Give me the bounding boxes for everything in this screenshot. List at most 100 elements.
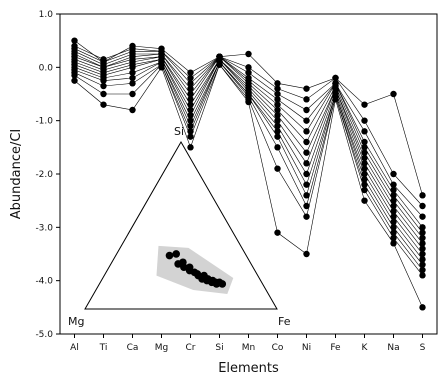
x-tick-label: S bbox=[420, 343, 426, 353]
data-point bbox=[187, 96, 194, 103]
ternary-points bbox=[165, 250, 227, 288]
x-tick-label: Co bbox=[272, 343, 284, 353]
data-point bbox=[100, 77, 107, 84]
data-point bbox=[187, 122, 194, 130]
data-point bbox=[361, 154, 368, 162]
x-tick-label: Si bbox=[215, 343, 223, 353]
data-point bbox=[187, 74, 194, 82]
data-point bbox=[332, 74, 339, 82]
data-point bbox=[216, 61, 223, 68]
y-tick-label: 0.0 bbox=[39, 63, 54, 73]
data-point bbox=[129, 74, 136, 82]
data-point bbox=[274, 80, 281, 87]
data-point bbox=[274, 112, 281, 119]
data-point bbox=[303, 170, 310, 178]
data-point bbox=[390, 90, 397, 98]
data-point bbox=[100, 90, 107, 98]
ternary-vertex-label-mg: Mg bbox=[68, 315, 84, 328]
data-point bbox=[361, 170, 368, 178]
ternary-inset: Si Mg Fe bbox=[68, 125, 291, 328]
data-point bbox=[274, 133, 281, 140]
data-point bbox=[303, 192, 310, 199]
data-point bbox=[303, 149, 310, 156]
x-tick-label: Ni bbox=[302, 343, 311, 353]
data-point bbox=[303, 106, 310, 114]
data-point bbox=[187, 80, 194, 87]
data-point bbox=[274, 90, 281, 98]
data-point bbox=[361, 144, 368, 151]
data-point bbox=[274, 117, 281, 124]
data-point bbox=[274, 96, 281, 103]
x-tick-label: Fe bbox=[330, 343, 341, 353]
data-point bbox=[187, 112, 194, 119]
data-point bbox=[187, 133, 194, 140]
data-point bbox=[390, 170, 397, 178]
data-point bbox=[129, 69, 136, 76]
data-point bbox=[245, 50, 252, 58]
data-point bbox=[390, 192, 397, 199]
x-tick-label: Na bbox=[387, 343, 399, 353]
ternary-point bbox=[180, 263, 188, 272]
data-point bbox=[390, 208, 397, 215]
ternary-vertex-label-fe: Fe bbox=[278, 315, 291, 328]
y-tick-label: -5.0 bbox=[35, 330, 53, 340]
data-point bbox=[71, 77, 78, 84]
data-point bbox=[187, 106, 194, 114]
ternary-vertex-label-si: Si bbox=[174, 125, 184, 138]
ternary-point bbox=[165, 251, 174, 260]
x-tick-label: Mn bbox=[242, 343, 255, 353]
y-tick-labels: 1.0 0.0 -1.0 -2.0 -3.0 -4.0 -5.0 bbox=[35, 10, 53, 340]
x-tick-label: Cr bbox=[186, 343, 196, 353]
data-point bbox=[332, 96, 339, 103]
data-point bbox=[419, 261, 426, 268]
data-point bbox=[303, 213, 310, 220]
data-point bbox=[419, 213, 426, 220]
x-tick-label: K bbox=[362, 343, 369, 353]
data-point bbox=[274, 128, 281, 135]
data-point bbox=[390, 202, 397, 210]
x-tick-label: Mg bbox=[155, 343, 168, 353]
data-point bbox=[303, 96, 310, 103]
data-point bbox=[274, 229, 281, 236]
data-point bbox=[100, 101, 107, 108]
data-point bbox=[419, 272, 426, 279]
data-point bbox=[187, 69, 194, 76]
data-point bbox=[390, 186, 397, 194]
data-point bbox=[187, 90, 194, 98]
y-axis-title: Abundance/CI bbox=[9, 129, 24, 220]
data-point bbox=[419, 304, 426, 311]
data-point bbox=[303, 202, 310, 210]
data-point bbox=[303, 117, 310, 124]
data-point bbox=[361, 160, 368, 167]
y-tick-label: -1.0 bbox=[35, 117, 53, 127]
x-axis-title: Elements bbox=[218, 361, 279, 376]
data-point bbox=[274, 106, 281, 114]
data-point bbox=[390, 240, 397, 247]
ternary-point bbox=[218, 280, 227, 288]
data-point bbox=[274, 122, 281, 130]
data-point bbox=[187, 117, 194, 124]
data-point bbox=[361, 181, 368, 188]
data-point bbox=[419, 224, 426, 231]
data-point bbox=[245, 98, 252, 106]
data-point bbox=[390, 197, 397, 204]
data-point bbox=[390, 181, 397, 188]
data-point bbox=[303, 138, 310, 146]
data-point bbox=[361, 101, 368, 108]
data-point bbox=[129, 64, 136, 71]
data-point bbox=[187, 101, 194, 108]
data-point bbox=[100, 82, 107, 90]
data-point bbox=[129, 106, 136, 114]
data-point bbox=[361, 176, 368, 183]
data-point bbox=[274, 85, 281, 92]
data-point bbox=[303, 85, 310, 92]
series-points bbox=[71, 37, 426, 311]
data-point bbox=[361, 186, 368, 194]
data-point bbox=[303, 181, 310, 188]
data-point bbox=[419, 202, 426, 210]
data-point bbox=[419, 192, 426, 199]
data-point bbox=[303, 160, 310, 167]
data-point bbox=[390, 229, 397, 236]
plot-frame bbox=[59, 13, 438, 335]
